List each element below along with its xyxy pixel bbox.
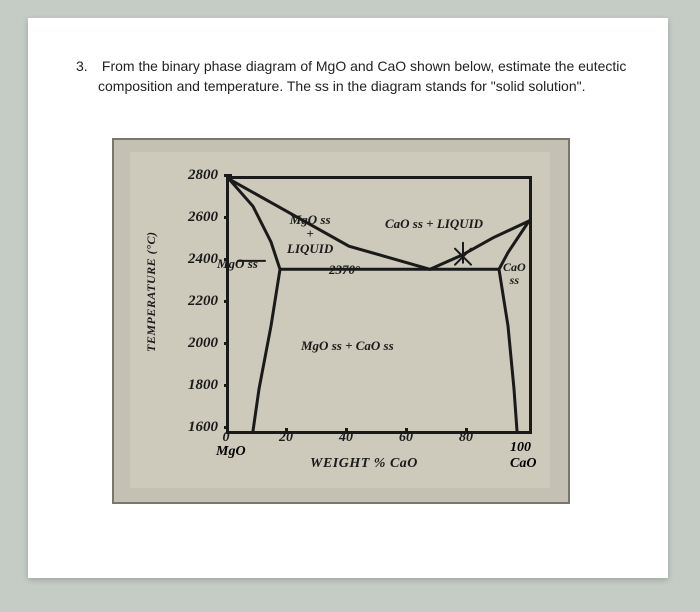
question-number: 3. (76, 56, 98, 76)
diagram-inner: TEMPERATURE (°C) 2800 2600 2400 2200 2000 180… (130, 152, 550, 488)
region-cao-liquid: CaO ss + LIQUID (385, 217, 483, 231)
y-tick: 2600 (166, 209, 218, 226)
x-right-end: 100 CaO (510, 440, 536, 472)
x-left-end: MgO (216, 444, 246, 460)
question-line2: composition and temperature. The ss in t… (98, 78, 586, 94)
y-tick: 2000 (166, 335, 218, 352)
region-cao-ss: CaO ss (503, 261, 526, 287)
document-paper: 3. From the binary phase diagram of MgO … (28, 18, 668, 578)
y-tick: 2200 (166, 293, 218, 310)
phase-curves (229, 179, 529, 431)
region-mgo-liquid: MgO ss + LIQUID (287, 213, 333, 256)
x-axis-label: WEIGHT % CaO (310, 456, 418, 472)
region-mgo-cao-ss: MgO ss + CaO ss (301, 339, 394, 353)
y-tick: 2800 (166, 167, 218, 184)
y-axis-label: TEMPERATURE (°C) (144, 232, 159, 352)
plot-area: MgO ss + LIQUID CaO ss + LIQUID MgO ss 2… (226, 176, 532, 434)
eutectic-temp: 2370° (329, 263, 360, 277)
leader-mgo-ss: MgO ss (217, 257, 258, 271)
diagram-frame: TEMPERATURE (°C) 2800 2600 2400 2200 2000 180… (112, 138, 570, 504)
question-line1: From the binary phase diagram of MgO and… (102, 58, 627, 74)
question-text: 3. From the binary phase diagram of MgO … (76, 56, 636, 97)
y-tick: 1800 (166, 377, 218, 394)
y-tick: 2400 (166, 251, 218, 268)
